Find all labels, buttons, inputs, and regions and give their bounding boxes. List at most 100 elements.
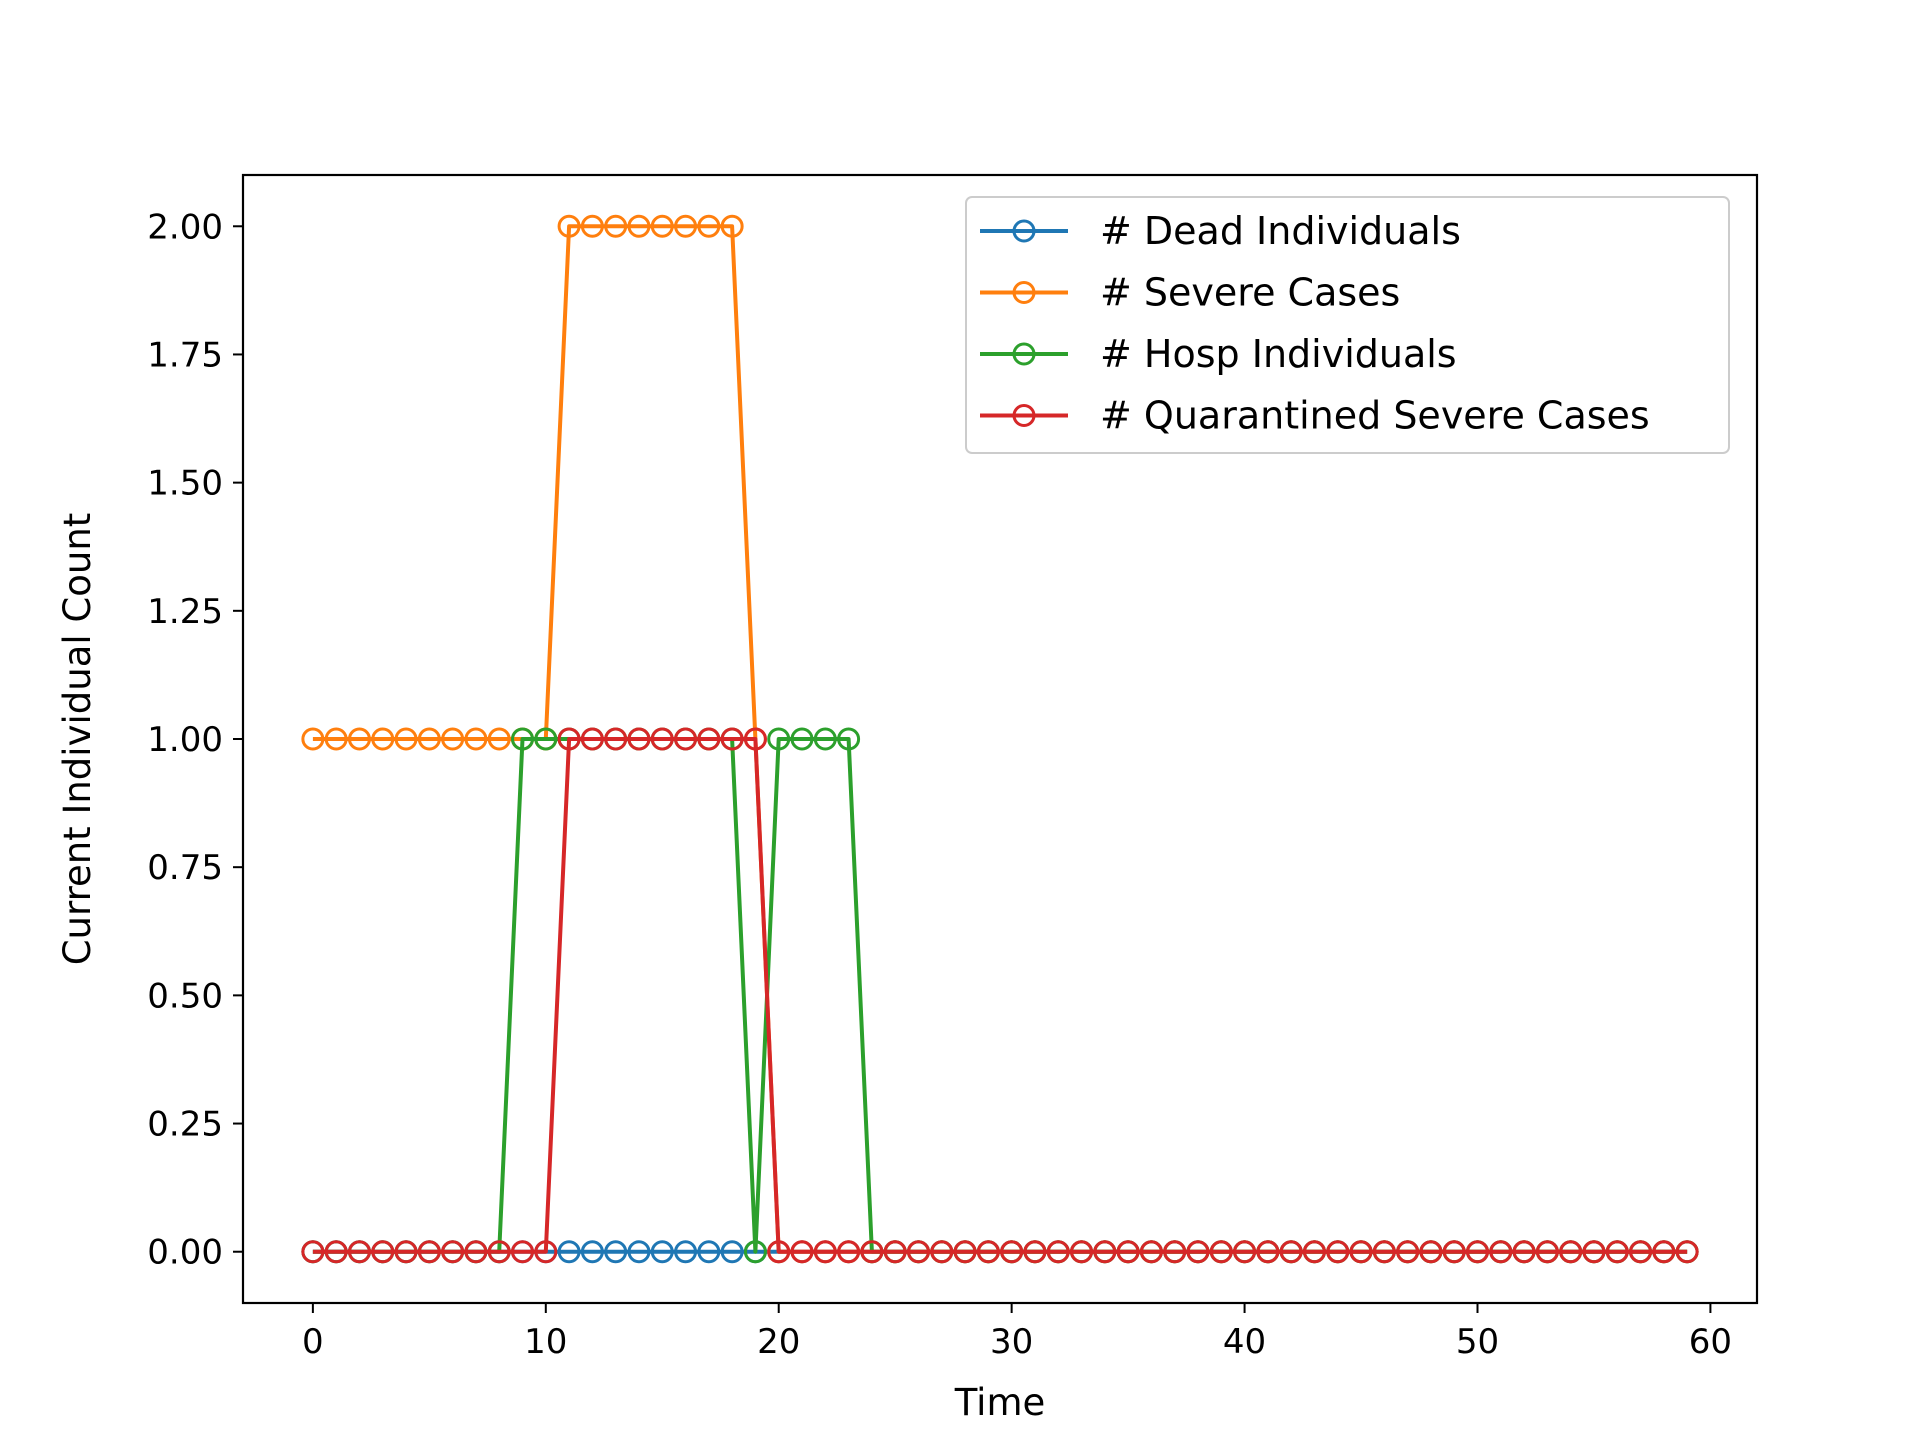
plot-area [301, 214, 1699, 1264]
data-point [464, 1240, 488, 1264]
x-tick-label: 0 [302, 1322, 324, 1362]
data-point [720, 214, 744, 238]
data-point [767, 1240, 791, 1264]
legend-entry: # Dead Individuals [980, 209, 1461, 253]
data-point [1186, 1240, 1210, 1264]
legend-marker [1012, 342, 1036, 366]
data-point [650, 1240, 674, 1264]
data-point [674, 1240, 698, 1264]
x-tick-label: 40 [1223, 1322, 1266, 1362]
data-point [1023, 1240, 1047, 1264]
data-point [557, 727, 581, 751]
data-point [1070, 1240, 1094, 1264]
data-point [1465, 1240, 1489, 1264]
data-point [324, 727, 348, 751]
legend-entry: # Hosp Individuals [980, 332, 1457, 376]
x-tick-label: 10 [524, 1322, 567, 1362]
series-4 [301, 727, 1699, 1264]
data-point [790, 1240, 814, 1264]
data-point [441, 727, 465, 751]
data-point [1489, 1240, 1513, 1264]
y-tick-label: 1.00 [147, 720, 223, 760]
data-point [441, 1240, 465, 1264]
data-point [650, 727, 674, 751]
y-tick-label: 0.25 [147, 1105, 223, 1145]
data-point [1442, 1240, 1466, 1264]
data-point [324, 1240, 348, 1264]
legend-marker [1012, 404, 1036, 427]
data-point [301, 727, 325, 751]
data-point [1209, 1240, 1233, 1264]
data-point [1675, 1240, 1699, 1264]
legend-box [965, 196, 1730, 454]
data-point [1349, 1240, 1373, 1264]
data-point [627, 214, 651, 238]
legend-label: # Dead Individuals [1100, 209, 1461, 253]
data-point [580, 727, 604, 751]
data-point [1512, 1240, 1536, 1264]
data-point [604, 1240, 628, 1264]
legend-label: # Quarantined Severe Cases [1100, 394, 1650, 438]
data-point [813, 727, 837, 751]
series-line [312, 737, 1688, 1254]
data-point [1116, 1240, 1140, 1264]
legend-label: # Hosp Individuals [1100, 332, 1457, 376]
y-tick-label: 1.50 [147, 464, 223, 504]
data-point [604, 727, 628, 751]
data-point [813, 1240, 837, 1264]
data-point [394, 727, 418, 751]
data-point [627, 727, 651, 751]
legend-entry: # Quarantined Severe Cases [980, 394, 1650, 438]
legend-label: # Severe Cases [1100, 271, 1400, 315]
data-point [534, 727, 558, 751]
data-point [347, 1240, 371, 1264]
y-tick-label: 0.00 [147, 1233, 223, 1273]
x-tick-label: 60 [1689, 1322, 1732, 1362]
data-point [790, 727, 814, 751]
data-point [1093, 1240, 1117, 1264]
x-axis: 0 10 20 30 40 50 60 [302, 1303, 1732, 1362]
data-point [674, 214, 698, 238]
legend-entry: # Severe Cases [980, 271, 1400, 315]
data-point [1582, 1240, 1606, 1264]
data-point [767, 727, 791, 751]
y-tick-label: 0.75 [147, 848, 223, 888]
data-point [1535, 1240, 1559, 1264]
data-point [371, 727, 395, 751]
data-point [1605, 1240, 1629, 1264]
data-point [487, 1240, 511, 1264]
x-tick-label: 50 [1456, 1322, 1499, 1362]
data-point [557, 1240, 581, 1264]
data-point [1396, 1240, 1420, 1264]
data-point [301, 1240, 325, 1264]
data-point [953, 1240, 977, 1264]
data-point [347, 727, 371, 751]
y-tick-label: 1.75 [147, 335, 223, 375]
data-point [743, 1240, 767, 1264]
y-tick-label: 0.50 [147, 976, 223, 1016]
data-point [417, 727, 441, 751]
y-tick-label: 1.25 [147, 592, 223, 632]
data-point [1139, 1240, 1163, 1264]
data-point [487, 727, 511, 751]
data-point [1372, 1240, 1396, 1264]
data-point [580, 1240, 604, 1264]
data-point [1256, 1240, 1280, 1264]
x-axis-label: Time [954, 1381, 1046, 1424]
data-point [1233, 1240, 1257, 1264]
data-point [534, 1240, 558, 1264]
data-point [697, 214, 721, 238]
data-point [930, 1240, 954, 1264]
data-point [720, 727, 744, 751]
x-tick-label: 20 [757, 1322, 800, 1362]
data-point [837, 1240, 861, 1264]
data-point [1000, 1240, 1024, 1264]
x-tick-label: 30 [990, 1322, 1033, 1362]
legend: # Dead Individuals # Severe Cases # Hosp I… [965, 196, 1730, 454]
data-point [650, 214, 674, 238]
data-point [580, 214, 604, 238]
data-point [511, 1240, 535, 1264]
data-point [976, 1240, 1000, 1264]
data-point [627, 1240, 651, 1264]
